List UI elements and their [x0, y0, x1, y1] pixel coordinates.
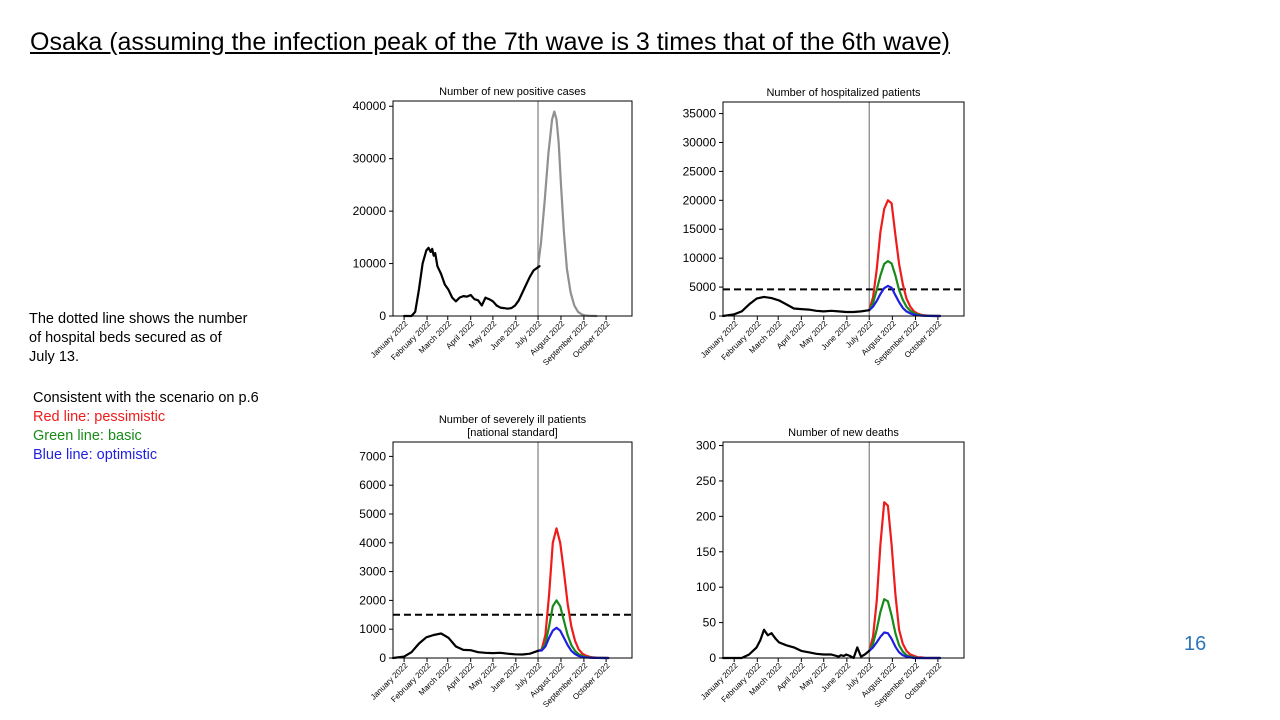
plot-frame — [392, 441, 633, 659]
y-tick-label: 1000 — [359, 622, 386, 636]
y-tick-label: 30000 — [683, 135, 717, 149]
page-number: 16 — [1184, 633, 1207, 655]
y-tick-label: 25000 — [683, 164, 717, 178]
plot-frame — [392, 100, 633, 317]
legend-pessimistic: Red line: pessimistic — [33, 409, 166, 425]
y-tick-label: 0 — [379, 309, 386, 323]
chart-title: [national standard] — [467, 427, 558, 439]
y-tick-label: 20000 — [683, 193, 717, 207]
series-line-actual — [721, 628, 871, 660]
y-tick-label: 0 — [709, 309, 716, 323]
y-tick-label: 100 — [696, 580, 716, 594]
y-tick-label: 30000 — [353, 152, 387, 166]
y-tick-label: 40000 — [353, 99, 387, 113]
chart-severely-ill-patients: Number of severely ill patients[national… — [359, 414, 633, 709]
y-tick-label: 250 — [696, 474, 716, 488]
y-tick-label: 7000 — [359, 449, 386, 463]
slide-title: Osaka (assuming the infection peak of th… — [30, 28, 950, 56]
y-tick-label: 200 — [696, 509, 716, 523]
chart-title: Number of new deaths — [788, 427, 899, 439]
y-tick-label: 5000 — [359, 507, 386, 521]
y-tick-label: 5000 — [689, 280, 716, 294]
chart-title: Number of hospitalized patients — [766, 87, 921, 99]
scenario-intro: Consistent with the scenario on p.6 — [33, 390, 259, 406]
chart-hospitalized-patients: Number of hospitalized patients 0 5000 1000… — [683, 87, 965, 367]
chart-title: Number of new positive cases — [439, 86, 586, 98]
series-line-actual — [391, 632, 540, 660]
chart-title: Number of severely ill patients — [439, 414, 587, 426]
chart-new-positive-cases: Number of new positive cases 0 10000 20000 3… — [353, 86, 633, 367]
y-tick-label: 150 — [696, 545, 716, 559]
y-tick-label: 50 — [703, 616, 717, 630]
y-tick-label: 0 — [379, 651, 386, 665]
series-line-pessimistic — [868, 501, 942, 660]
y-tick-label: 10000 — [683, 251, 717, 265]
y-tick-label: 0 — [709, 651, 716, 665]
chart-new-deaths: Number of new deaths050100150200250300Ja… — [696, 427, 965, 709]
y-tick-label: 3000 — [359, 565, 386, 579]
series-line-actual — [721, 295, 871, 318]
series-line-pessimistic — [868, 199, 942, 318]
y-tick-label: 15000 — [683, 222, 717, 236]
y-tick-label: 35000 — [683, 107, 717, 121]
y-tick-label: 10000 — [353, 257, 387, 271]
legend-optimistic: Blue line: optimistic — [33, 447, 158, 463]
plot-frame — [722, 441, 965, 659]
legend-basic: Green line: basic — [33, 428, 142, 444]
y-tick-label: 6000 — [359, 478, 386, 492]
series-line-actual — [402, 246, 541, 318]
y-tick-label: 2000 — [359, 593, 386, 607]
plot-frame — [722, 101, 965, 317]
bed-capacity-note: The dotted line shows the number of hosp… — [29, 311, 248, 365]
scenario-legend: Consistent with the scenario on p.6 Red … — [33, 389, 259, 465]
y-tick-label: 20000 — [353, 204, 387, 218]
y-tick-label: 300 — [696, 439, 716, 453]
y-tick-label: 4000 — [359, 536, 386, 550]
series-line-projection — [536, 110, 598, 318]
